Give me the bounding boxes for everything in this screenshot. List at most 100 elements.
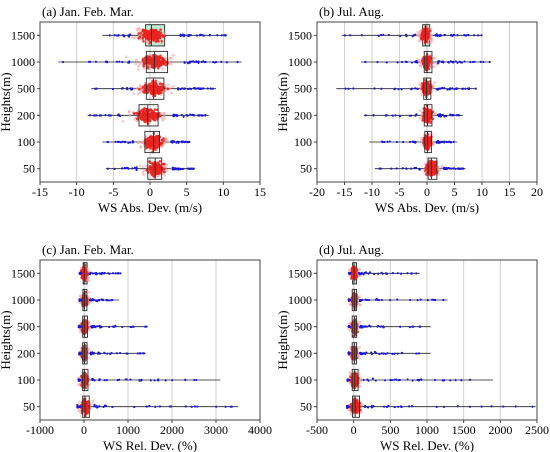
outlier-point [89,353,93,356]
data-point [154,30,157,33]
x-axis-label: WS Rel. Dev. (%) [103,438,197,452]
outlier-point [194,87,198,90]
outlier-point [467,87,471,90]
data-point [166,87,170,91]
outlier-point [413,140,416,144]
distribution-50 [374,157,466,180]
chart-panel-3: -1000 0 1000 2000 3000 4000150010005002001005… [0,242,272,452]
data-point [162,114,166,118]
distribution-500 [77,315,148,338]
outlier-point [116,140,119,143]
data-point [158,166,162,169]
data-point [155,35,158,39]
data-point [148,167,152,170]
outlier-point [452,113,455,117]
outlier-point [108,325,111,328]
x-axis-label: WS Abs. Dev. (m/s) [98,200,202,215]
outlier-point [411,35,414,38]
data-point [137,32,140,35]
outlier-point [121,325,124,329]
outlier-point [96,325,99,328]
outlier-point [461,87,464,90]
outlier-point [118,114,122,117]
distribution-100 [77,368,221,392]
data-point [149,53,152,57]
outlier-point [377,34,380,37]
outlier-point [93,272,97,275]
outlier-point [94,326,97,329]
outlier-point [439,87,442,90]
y-tick-label: 50 [23,162,35,176]
outlier-point [88,272,92,276]
data-point [148,86,152,90]
data-point [141,171,145,174]
data-point [160,61,164,65]
x-tick-label: 0 [81,423,87,437]
outlier-point [192,167,195,170]
outlier-point [402,140,405,144]
outlier-point [101,298,104,301]
data-point [149,146,152,150]
data-point [84,276,88,280]
distribution-200 [87,104,209,127]
data-point [148,62,151,65]
outlier-point [91,272,95,275]
outlier-point [220,60,223,63]
x-tick-label: -1000 [26,423,54,437]
outlier-point [416,87,419,90]
outlier-point [110,299,113,302]
outlier-point [440,113,444,117]
data-point [154,89,158,92]
outlier-point [122,34,125,37]
data-point [151,171,154,175]
outlier-point [393,88,396,91]
outlier-point [443,34,446,37]
y-axis-label: Heights(m) [0,72,13,131]
data-point [155,148,159,152]
data-point [428,120,431,123]
data-point [153,33,157,37]
outlier-point [182,115,185,118]
outlier-point [102,272,106,275]
outlier-point [446,88,449,91]
y-tick-label: 50 [23,400,35,414]
outlier-point [386,140,389,143]
data-point [159,31,163,34]
outlier-point [437,113,440,116]
outlier-point [200,60,203,64]
outlier-point [88,60,92,63]
outlier-point [397,88,400,91]
outlier-point [129,325,132,329]
distribution-200 [363,104,463,127]
outlier-point [111,87,115,91]
outlier-point [480,34,483,37]
outlier-point [127,35,131,38]
y-tick-label: 1000 [11,293,35,307]
data-point [147,84,151,88]
x-tick-label: 1000 [116,423,140,437]
outlier-point [121,167,124,170]
outlier-point [236,60,239,64]
outlier-point [410,61,414,64]
outlier-point [372,114,375,117]
outlier-point [172,167,175,170]
data-point [134,58,138,62]
outlier-point [110,352,113,355]
data-point [141,30,145,33]
outlier-point [107,140,110,144]
outlier-point [98,324,101,327]
outlier-point [449,34,452,37]
outlier-point [106,352,109,355]
outlier-point [347,87,350,90]
outlier-point [95,300,99,303]
data-point [157,90,161,94]
outlier-point [94,87,97,90]
outlier-point [414,114,417,117]
chart-title: (b) Jul. Aug. [319,4,384,19]
outlier-point [113,34,116,37]
outlier-point [121,140,124,143]
outlier-point [457,114,460,117]
outlier-point [103,351,106,354]
outlier-point [414,87,417,90]
